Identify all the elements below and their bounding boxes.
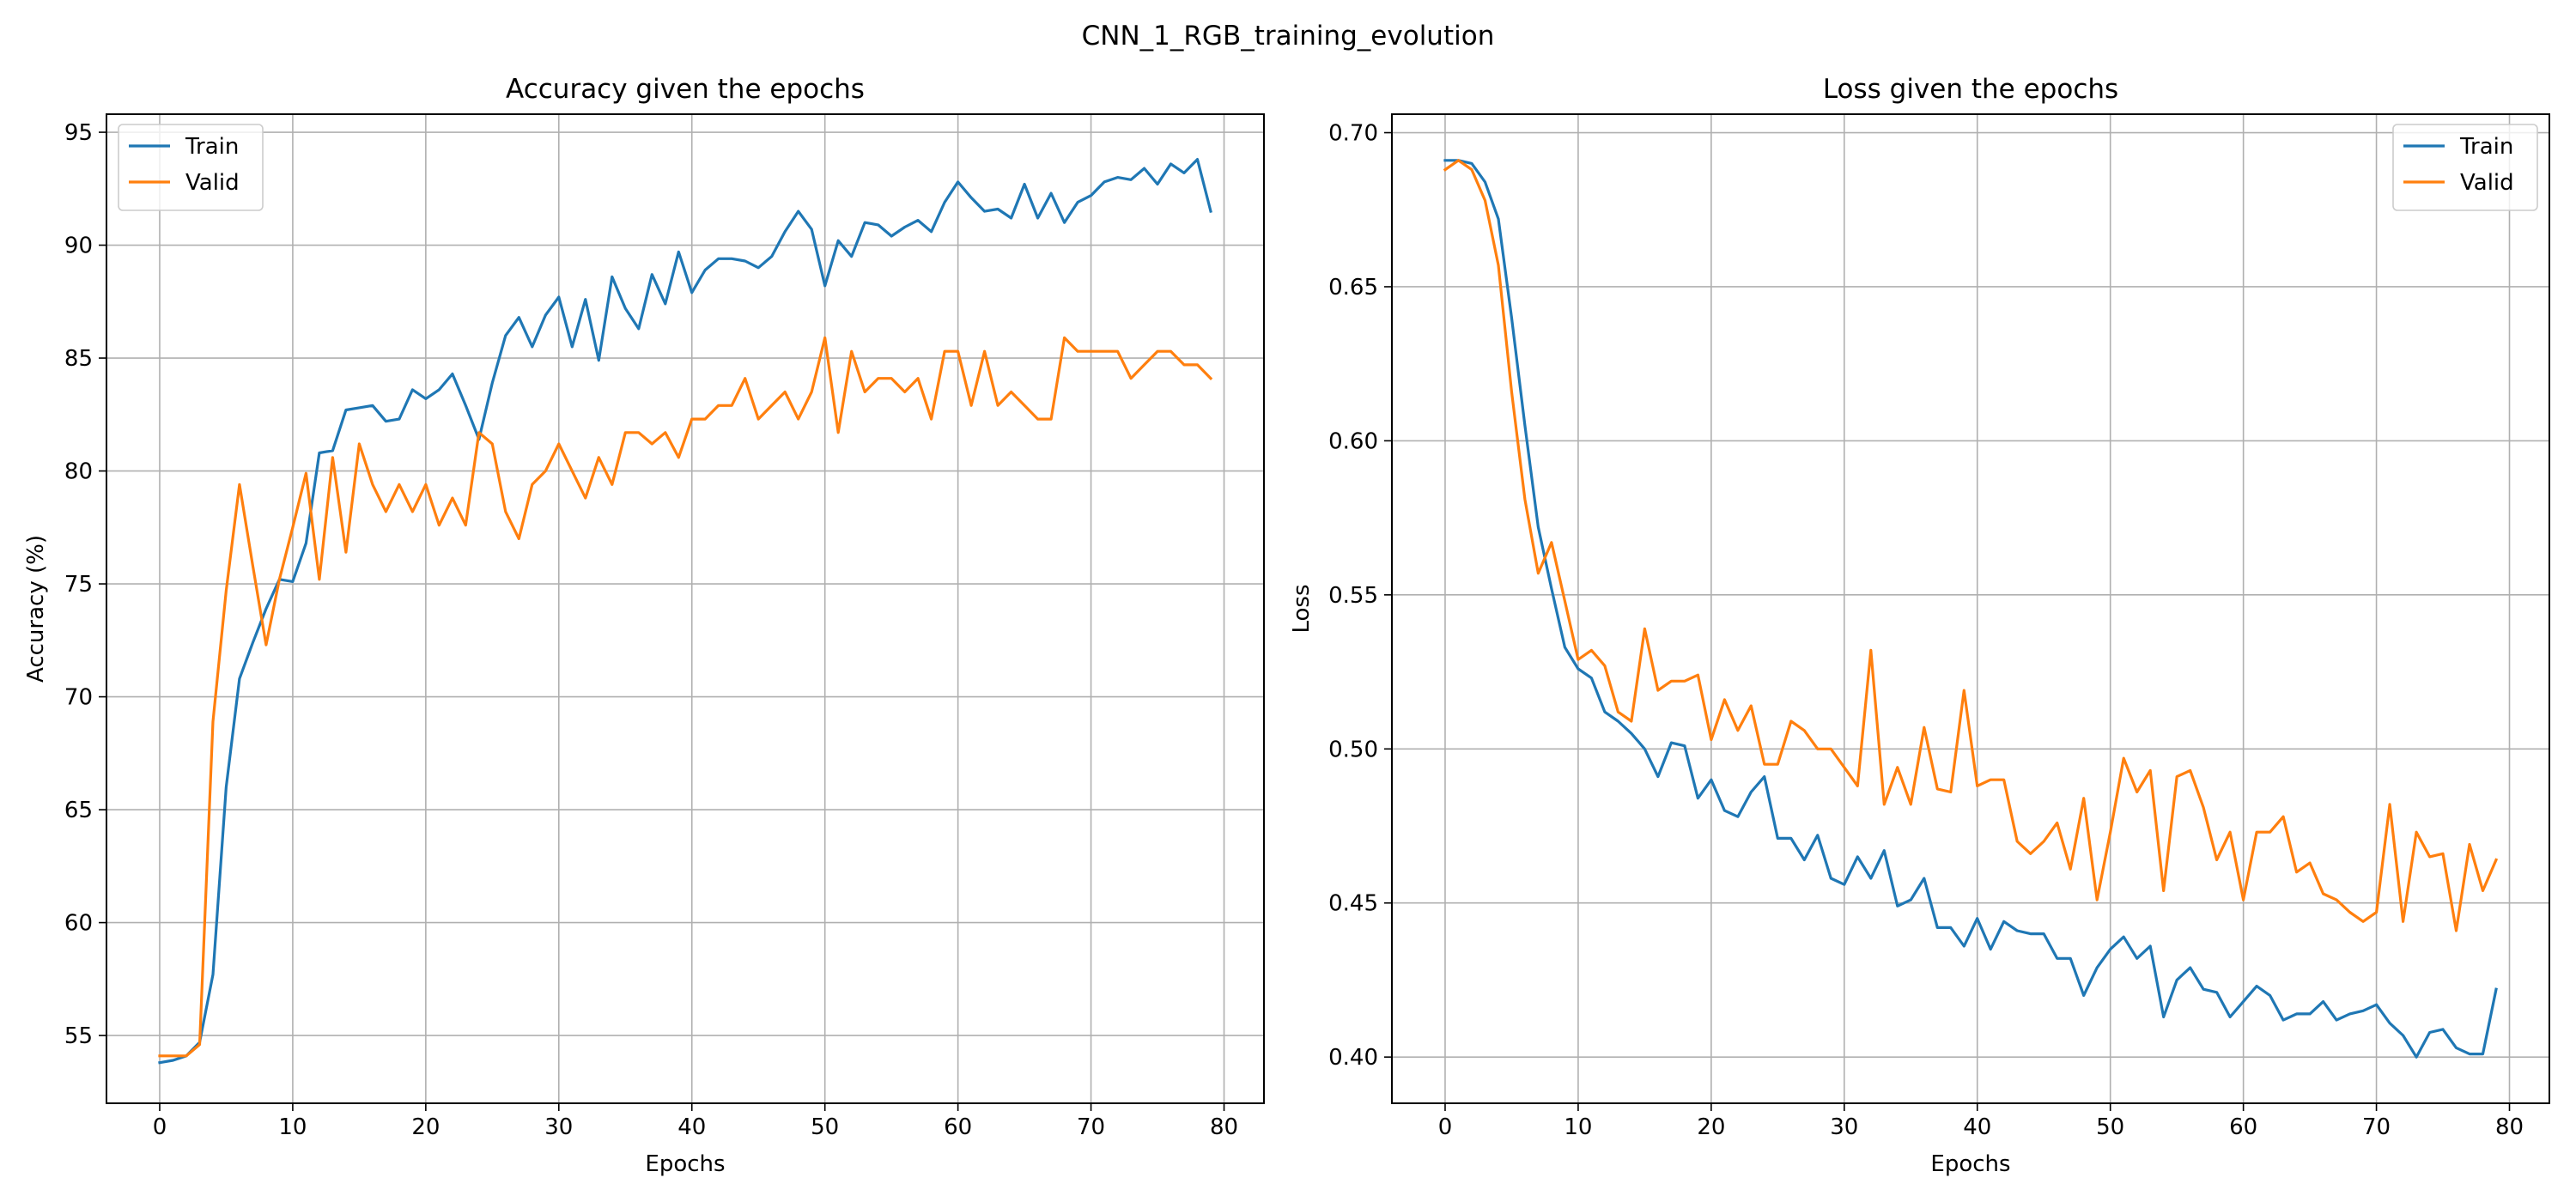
loss-x-tick-label: 10 xyxy=(1564,1114,1592,1140)
loss-chart-title: Loss given the epochs xyxy=(1823,74,2118,105)
accuracy-x-tick-label: 10 xyxy=(278,1114,307,1140)
accuracy-y-tick-label: 75 xyxy=(64,572,93,598)
accuracy-ticks: 0 10 20 30 40 50 60 70 80 55 60 65 70 75 80 85 90 95 xyxy=(64,120,1238,1140)
loss-series xyxy=(1443,159,2499,1059)
accuracy-x-tick-label: 20 xyxy=(411,1114,440,1140)
loss-x-axis-label: Epochs xyxy=(1930,1151,2010,1177)
accuracy-x-tick-label: 40 xyxy=(677,1114,706,1140)
accuracy-chart: Accuracy given the epochs 0 10 20 30 40 50 60 7… xyxy=(23,74,1265,1177)
accuracy-y-tick-label: 95 xyxy=(64,120,93,146)
accuracy-y-tick-label: 60 xyxy=(64,911,93,937)
accuracy-legend: Train Valid xyxy=(118,124,264,211)
loss-x-tick-label: 50 xyxy=(2096,1114,2124,1140)
loss-x-tick-label: 60 xyxy=(2229,1114,2257,1140)
accuracy-x-tick-label: 80 xyxy=(1210,1114,1238,1140)
loss-legend: Train Valid xyxy=(2392,124,2538,211)
accuracy-series-train-line xyxy=(158,158,1212,1065)
loss-series-valid-line xyxy=(1443,159,2499,932)
loss-chart: Loss given the epochs 0 10 20 30 40 50 60 70 800… xyxy=(1289,74,2550,1177)
accuracy-chart-title: Accuracy given the epochs xyxy=(506,74,865,105)
accuracy-series-valid-line xyxy=(158,336,1213,1058)
loss-x-tick-label: 0 xyxy=(1438,1114,1453,1140)
loss-x-tick-label: 30 xyxy=(1830,1114,1858,1140)
loss-y-tick-label: 0.70 xyxy=(1328,121,1378,147)
accuracy-plot-frame xyxy=(106,113,1265,1104)
accuracy-legend-label-train: Train xyxy=(185,134,239,160)
loss-ticks: 0 10 20 30 40 50 60 70 80 0.40 0.45 0.50 0.55 0.60 0.6… xyxy=(1328,121,2524,1140)
loss-x-tick-label: 40 xyxy=(1963,1114,1991,1140)
loss-y-tick-label: 0.55 xyxy=(1328,583,1378,609)
accuracy-y-tick-label: 70 xyxy=(64,685,93,711)
loss-y-tick-label: 0.50 xyxy=(1328,737,1378,762)
loss-y-tick-label: 0.60 xyxy=(1328,428,1378,454)
accuracy-x-tick-label: 60 xyxy=(944,1114,972,1140)
accuracy-y-tick-label: 90 xyxy=(64,234,93,259)
accuracy-y-tick-label: 55 xyxy=(64,1023,93,1049)
figure-suptitle: CNN_1_RGB_training_evolution xyxy=(1082,21,1495,52)
loss-y-tick-label: 0.65 xyxy=(1328,275,1378,300)
accuracy-grid xyxy=(106,114,1264,1103)
accuracy-series xyxy=(158,158,1213,1065)
loss-y-tick-label: 0.40 xyxy=(1328,1045,1378,1071)
accuracy-x-axis-label: Epochs xyxy=(645,1151,725,1177)
accuracy-x-tick-label: 30 xyxy=(544,1114,573,1140)
accuracy-y-tick-label: 80 xyxy=(64,459,93,485)
loss-series-train-line xyxy=(1443,159,2498,1059)
loss-plot-frame xyxy=(1391,113,2550,1104)
loss-y-axis-label: Loss xyxy=(1289,584,1315,633)
loss-y-tick-label: 0.45 xyxy=(1328,891,1378,917)
accuracy-y-axis-label: Accuracy (%) xyxy=(23,535,49,683)
accuracy-x-tick-label: 0 xyxy=(153,1114,167,1140)
loss-grid xyxy=(1392,114,2549,1103)
loss-x-tick-label: 20 xyxy=(1697,1114,1725,1140)
accuracy-legend-label-valid: Valid xyxy=(185,170,240,196)
loss-legend-label-valid: Valid xyxy=(2460,170,2514,196)
loss-x-tick-label: 70 xyxy=(2362,1114,2391,1140)
accuracy-x-tick-label: 50 xyxy=(811,1114,839,1140)
loss-legend-label-train: Train xyxy=(2459,134,2513,160)
accuracy-x-tick-label: 70 xyxy=(1077,1114,1105,1140)
accuracy-y-tick-label: 65 xyxy=(64,798,93,823)
accuracy-y-tick-label: 85 xyxy=(64,346,93,372)
loss-x-tick-label: 80 xyxy=(2495,1114,2524,1140)
